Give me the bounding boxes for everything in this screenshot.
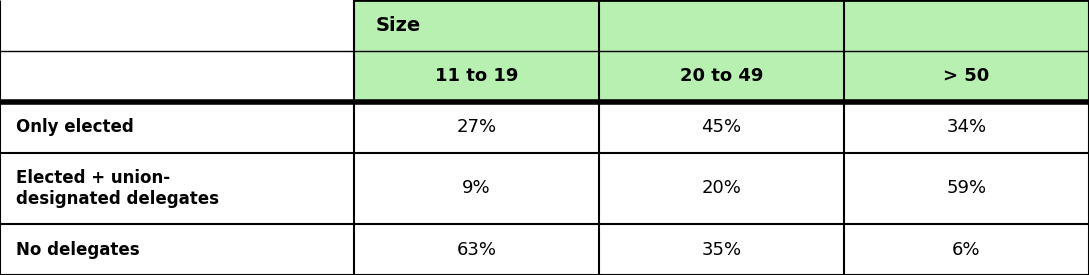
Bar — [599, 102, 844, 153]
Text: 35%: 35% — [701, 241, 742, 258]
Bar — [354, 224, 599, 275]
Bar — [354, 51, 599, 102]
Bar — [599, 153, 844, 224]
Bar — [599, 224, 844, 275]
Text: Only elected: Only elected — [16, 118, 134, 136]
Bar — [354, 153, 599, 224]
Text: 20%: 20% — [701, 179, 742, 197]
Text: Size: Size — [376, 16, 421, 35]
Bar — [0, 0, 354, 51]
Bar — [599, 51, 844, 102]
Bar — [354, 0, 1089, 51]
Bar — [844, 51, 1089, 102]
Text: 27%: 27% — [456, 118, 497, 136]
Text: 63%: 63% — [456, 241, 497, 258]
Text: > 50: > 50 — [943, 67, 990, 85]
Text: Elected + union-
designated delegates: Elected + union- designated delegates — [16, 169, 219, 208]
Bar — [0, 224, 354, 275]
Text: 59%: 59% — [946, 179, 987, 197]
Text: 20 to 49: 20 to 49 — [680, 67, 763, 85]
Bar — [0, 153, 354, 224]
Bar — [844, 224, 1089, 275]
Text: 34%: 34% — [946, 118, 987, 136]
Bar — [354, 102, 599, 153]
Bar — [844, 153, 1089, 224]
Text: 45%: 45% — [701, 118, 742, 136]
Text: 9%: 9% — [462, 179, 491, 197]
Text: 6%: 6% — [952, 241, 981, 258]
Text: 11 to 19: 11 to 19 — [435, 67, 518, 85]
Text: No delegates: No delegates — [16, 241, 140, 258]
Bar — [844, 102, 1089, 153]
Bar — [0, 102, 354, 153]
Bar — [0, 51, 354, 102]
